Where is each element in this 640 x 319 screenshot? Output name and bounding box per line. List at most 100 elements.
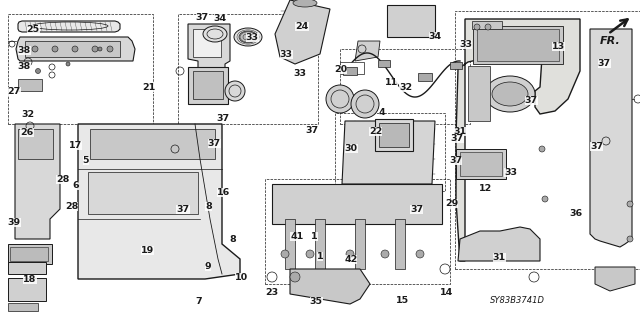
- Text: 33: 33: [280, 50, 292, 59]
- Text: 37: 37: [451, 134, 463, 143]
- Text: 33: 33: [293, 69, 306, 78]
- Ellipse shape: [542, 196, 548, 202]
- Text: 32: 32: [399, 83, 412, 92]
- Text: 33: 33: [246, 33, 259, 42]
- Text: 37: 37: [410, 205, 423, 214]
- Polygon shape: [355, 41, 380, 61]
- Ellipse shape: [290, 272, 300, 282]
- Text: 30: 30: [345, 144, 358, 153]
- Text: FR.: FR.: [600, 36, 621, 46]
- Text: 37: 37: [590, 142, 603, 151]
- Ellipse shape: [293, 0, 317, 7]
- Bar: [477, 29, 559, 61]
- Ellipse shape: [416, 250, 424, 258]
- Bar: [460, 152, 502, 176]
- Text: 27: 27: [8, 87, 20, 96]
- Text: 22: 22: [369, 127, 382, 136]
- Text: 37: 37: [525, 96, 538, 105]
- Bar: [335, 113, 445, 191]
- Polygon shape: [78, 124, 240, 279]
- Polygon shape: [290, 269, 370, 304]
- Ellipse shape: [492, 82, 528, 106]
- Bar: [379, 123, 409, 147]
- Text: 12: 12: [479, 184, 492, 193]
- Text: 13: 13: [552, 42, 564, 51]
- Bar: [387, 5, 435, 37]
- Text: 1: 1: [317, 252, 323, 261]
- Ellipse shape: [32, 46, 38, 52]
- Ellipse shape: [485, 76, 535, 112]
- Bar: [8, 278, 46, 301]
- Ellipse shape: [66, 62, 70, 66]
- Text: 37: 37: [598, 59, 611, 68]
- Ellipse shape: [107, 46, 113, 52]
- Text: 32: 32: [22, 110, 35, 119]
- Text: 42: 42: [344, 256, 357, 264]
- Polygon shape: [342, 121, 435, 184]
- Ellipse shape: [225, 81, 245, 101]
- Polygon shape: [458, 227, 540, 261]
- Polygon shape: [8, 244, 52, 264]
- Text: 19: 19: [141, 246, 154, 255]
- Text: 14: 14: [440, 288, 452, 297]
- Text: 34: 34: [429, 32, 442, 41]
- Bar: [25, 41, 120, 57]
- Text: 5: 5: [83, 156, 89, 165]
- Bar: [10, 247, 48, 261]
- Bar: [272, 184, 442, 224]
- Text: 16: 16: [217, 189, 230, 197]
- Text: 17: 17: [69, 141, 82, 150]
- Text: 28: 28: [65, 202, 78, 211]
- Text: 37: 37: [305, 126, 318, 135]
- Ellipse shape: [35, 69, 40, 73]
- Polygon shape: [188, 67, 228, 104]
- Ellipse shape: [351, 90, 379, 118]
- Text: 26: 26: [20, 128, 33, 137]
- Ellipse shape: [627, 201, 633, 207]
- Bar: [375, 119, 413, 151]
- Ellipse shape: [306, 250, 314, 258]
- Polygon shape: [456, 19, 580, 261]
- Bar: [418, 73, 432, 81]
- Bar: [395, 219, 405, 269]
- Bar: [378, 60, 390, 67]
- Text: 11: 11: [385, 78, 398, 87]
- Text: 29: 29: [445, 199, 458, 208]
- Text: 38: 38: [18, 46, 31, 55]
- Bar: [285, 219, 295, 269]
- Text: 10: 10: [236, 273, 248, 282]
- Bar: [340, 62, 364, 74]
- Ellipse shape: [92, 46, 98, 52]
- Text: 1: 1: [311, 232, 317, 241]
- Ellipse shape: [239, 31, 257, 43]
- Text: 23: 23: [265, 288, 278, 297]
- Polygon shape: [15, 124, 60, 239]
- Ellipse shape: [203, 26, 227, 42]
- Text: 33: 33: [460, 40, 472, 48]
- Text: 33: 33: [504, 168, 517, 177]
- Bar: [455, 11, 640, 269]
- Ellipse shape: [52, 46, 58, 52]
- Text: 37: 37: [196, 13, 209, 22]
- Text: 21: 21: [142, 83, 155, 92]
- Text: 18: 18: [24, 275, 36, 284]
- Bar: [472, 21, 502, 29]
- Text: 37: 37: [216, 115, 229, 123]
- Polygon shape: [275, 0, 330, 64]
- Text: 38: 38: [18, 62, 31, 70]
- Text: 9: 9: [205, 262, 211, 271]
- Text: 37: 37: [177, 205, 189, 214]
- Ellipse shape: [346, 250, 354, 258]
- Text: 37: 37: [449, 156, 462, 165]
- Text: 6: 6: [72, 181, 79, 189]
- Text: 15: 15: [396, 296, 409, 305]
- Text: 36: 36: [570, 209, 582, 218]
- Bar: [265, 179, 450, 284]
- Text: 20: 20: [334, 65, 347, 74]
- Bar: [178, 14, 318, 124]
- Bar: [88, 172, 198, 214]
- Ellipse shape: [72, 46, 78, 52]
- Bar: [8, 14, 153, 124]
- Text: 24: 24: [296, 22, 308, 31]
- Text: 7: 7: [195, 297, 202, 306]
